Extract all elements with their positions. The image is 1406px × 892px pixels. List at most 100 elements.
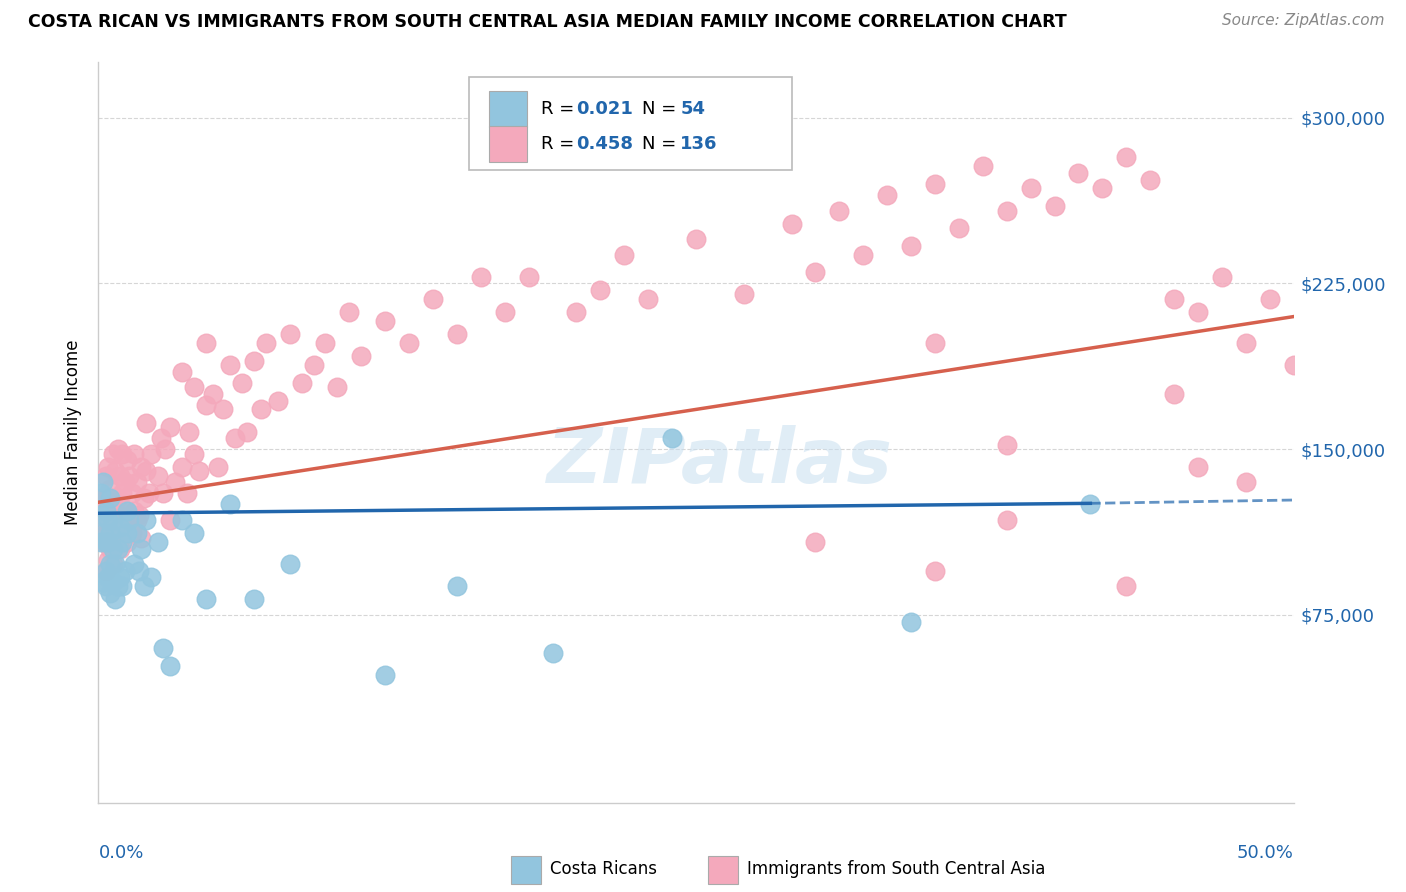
Point [101,519,124,533]
Point [91,491,114,505]
Point [565,305,588,319]
Point [139,447,162,461]
Point [114,564,136,578]
Point [900,615,922,629]
Point [135,513,157,527]
Point [90,535,112,549]
Point [121,526,143,541]
Point [98,541,122,556]
Point [517,269,540,284]
Point [124,557,146,571]
Point [972,159,994,173]
Point [97,504,120,518]
Point [115,453,138,467]
Text: ZIPatlas: ZIPatlas [547,425,893,500]
Point [98,557,122,571]
Point [470,269,492,284]
Point [207,459,229,474]
Point [172,459,194,474]
Point [94,564,117,578]
Point [101,574,124,589]
Point [195,592,218,607]
Point [876,188,898,202]
Point [219,498,242,512]
Point [97,570,120,584]
Point [94,535,117,549]
Point [124,504,146,518]
Point [149,431,172,445]
Point [132,491,155,505]
Point [104,592,127,607]
Point [104,504,127,518]
Point [135,416,157,430]
Point [98,526,122,541]
Point [90,508,112,523]
Point [115,504,138,518]
Point [101,491,124,505]
Point [108,508,131,523]
Point [422,292,444,306]
Point [91,574,114,589]
Y-axis label: Median Family Income: Median Family Income [65,340,83,525]
Point [995,438,1018,452]
Point [278,557,301,571]
Text: COSTA RICAN VS IMMIGRANTS FROM SOUTH CENTRAL ASIA MEDIAN FAMILY INCOME CORRELATI: COSTA RICAN VS IMMIGRANTS FROM SOUTH CEN… [28,13,1067,31]
Point [661,431,683,445]
Point [179,425,201,439]
Point [94,468,117,483]
Point [91,535,114,549]
Point [1080,498,1102,512]
Point [219,358,242,372]
Point [900,239,922,253]
Point [1139,172,1161,186]
Point [1163,292,1185,306]
Text: R =: R = [541,100,579,118]
Point [138,486,160,500]
Point [374,667,396,681]
Text: N =: N = [643,100,682,118]
Point [1019,181,1042,195]
Point [148,468,170,483]
Point [107,442,129,457]
Point [97,535,120,549]
Text: 0.0%: 0.0% [98,844,143,862]
Point [267,393,290,408]
Point [91,526,114,541]
Point [202,387,225,401]
Point [111,526,134,541]
Point [104,535,127,549]
Point [94,504,117,518]
Point [121,486,143,500]
Point [97,459,120,474]
Point [350,350,373,364]
Point [101,513,124,527]
Point [155,442,177,457]
Point [118,508,141,523]
Point [107,579,129,593]
Point [131,459,153,474]
Point [183,526,205,541]
Point [94,579,117,593]
Point [685,232,707,246]
Point [541,646,564,660]
FancyBboxPatch shape [489,126,527,161]
Point [104,557,127,571]
Text: N =: N = [643,135,682,153]
Point [139,570,162,584]
Point [291,376,314,390]
Point [254,336,277,351]
Point [128,564,150,578]
Point [108,468,131,483]
Point [101,447,124,461]
Point [243,353,266,368]
Point [637,292,659,306]
Point [231,376,253,390]
Point [1282,358,1305,372]
Point [131,531,153,545]
Point [97,552,120,566]
Point [494,305,516,319]
Point [613,248,636,262]
Text: Costa Ricans: Costa Ricans [550,861,657,879]
Point [108,570,131,584]
Point [111,447,134,461]
